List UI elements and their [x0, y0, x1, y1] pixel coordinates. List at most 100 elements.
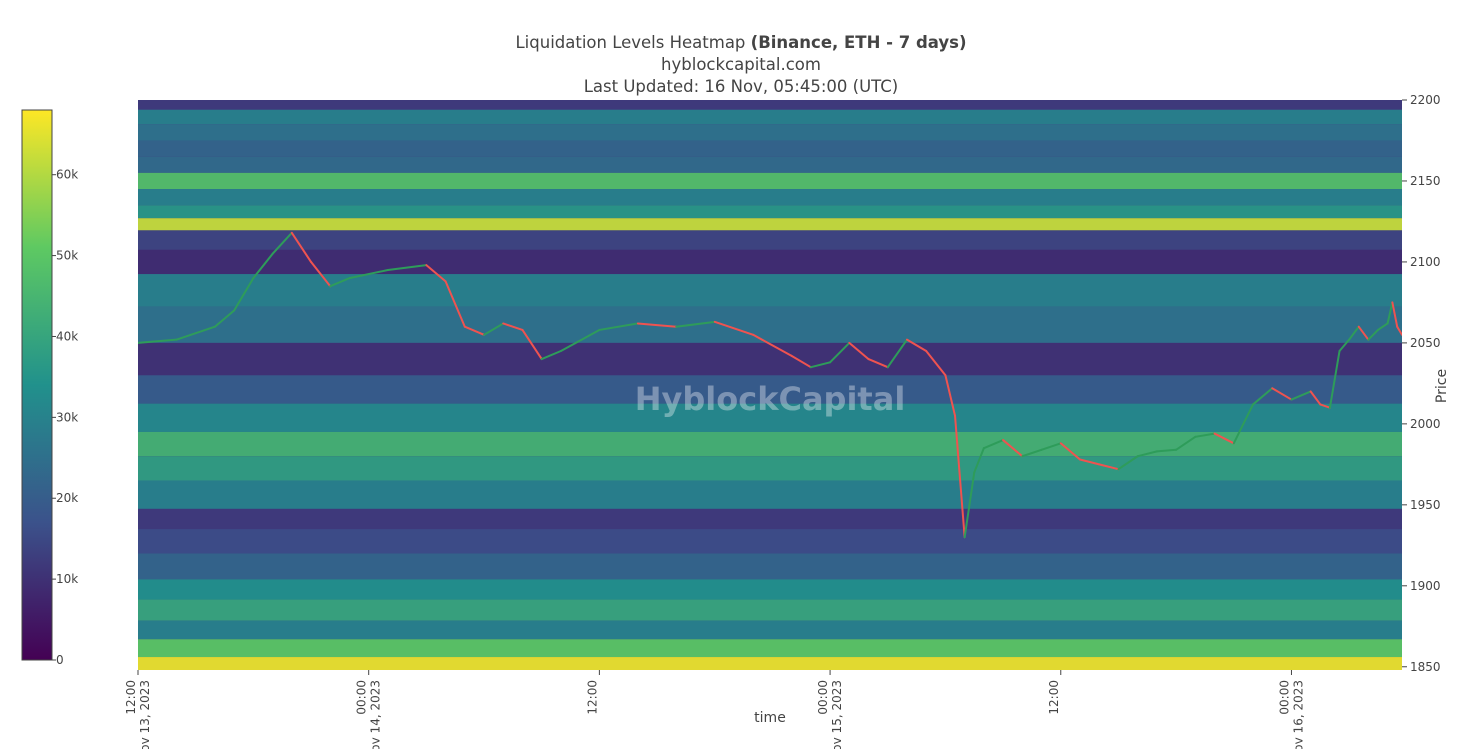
price-segment — [1391, 301, 1399, 328]
heatmap-band — [138, 529, 1402, 554]
price-segment — [1319, 403, 1331, 409]
price-segment — [463, 325, 486, 336]
price-segment — [559, 328, 601, 352]
price-segment — [1194, 432, 1216, 438]
chart-title: Liquidation Levels Heatmap (Binance, ETH… — [0, 32, 1482, 54]
price-segment — [1396, 325, 1402, 336]
y-tick-label: 1900 — [1410, 579, 1441, 593]
colorbar-tick-label: 10k — [56, 572, 78, 586]
heatmap-band — [138, 599, 1402, 621]
price-segment — [213, 309, 236, 328]
price-segment — [1338, 338, 1351, 352]
price-segment — [886, 338, 908, 369]
price-segment — [1376, 322, 1389, 331]
colorbar-tick-label: 60k — [56, 168, 78, 182]
chart-updated: Last Updated: 16 Nov, 05:45:00 (UTC) — [583, 77, 899, 96]
price-segment — [1117, 455, 1139, 471]
price-segment — [905, 338, 928, 352]
heatmap-band — [138, 639, 1402, 658]
y-tick-label: 2200 — [1410, 93, 1441, 107]
colorbar: 0 10k 20k 30k 40k 50k 60k — [21, 109, 78, 667]
y-axis-title: Price — [1434, 369, 1450, 403]
price-segment — [1078, 458, 1101, 466]
heatmap-band — [138, 100, 1402, 110]
price-segment — [138, 338, 178, 344]
price-segment — [598, 322, 639, 331]
price-segment — [1021, 448, 1043, 458]
price-segment — [444, 280, 466, 328]
price-segment — [386, 264, 428, 272]
heatmap-band — [138, 375, 1402, 404]
price-segment — [867, 358, 889, 369]
colorbar-tick-label: 40k — [56, 329, 78, 343]
price-segment — [636, 322, 678, 328]
price-segment — [1232, 403, 1255, 445]
price-segment — [1059, 442, 1081, 461]
colorbar-tick-label: 50k — [56, 249, 78, 263]
chart-title-bold: (Binance, ETH - 7 days) — [750, 33, 967, 52]
price-segment — [348, 269, 389, 280]
price-segment — [1213, 432, 1235, 445]
price-segment — [752, 333, 793, 357]
heatmap-band — [138, 230, 1402, 250]
x-tick-label-time: 00:00 — [355, 680, 369, 715]
price-segment — [1357, 325, 1370, 341]
heatmap-band — [138, 480, 1402, 509]
x-axis-title: time — [754, 710, 786, 726]
heatmap-band — [138, 274, 1402, 307]
price-segment — [1386, 301, 1394, 325]
colorbar-tick-label: 0 — [56, 653, 64, 667]
price-segment — [1175, 435, 1197, 451]
plot-area: HyblockCapital — [138, 100, 1402, 670]
heatmap-band — [138, 156, 1402, 173]
y-tick-label: 1850 — [1410, 660, 1441, 674]
price-segment — [521, 328, 543, 361]
price-segment — [713, 320, 755, 336]
x-tick-label-time: 00:00 — [816, 680, 830, 715]
price-segment — [809, 361, 832, 369]
price-segment — [1290, 390, 1312, 401]
price-segment — [925, 349, 947, 377]
price-segment — [1328, 349, 1341, 409]
price-segment — [483, 322, 505, 336]
x-tick-label-time: 12:00 — [1047, 680, 1061, 715]
heatmap-band — [138, 124, 1402, 141]
price-segment — [233, 277, 255, 312]
price-segment — [973, 447, 985, 474]
heatmap-band — [138, 140, 1402, 157]
colorbar-gradient — [21, 109, 53, 661]
heatmap-band — [138, 579, 1402, 600]
price-segment — [954, 414, 966, 539]
heatmap-band — [138, 205, 1402, 219]
price-segment — [540, 349, 562, 361]
chart-title-main: Liquidation Levels Heatmap — [515, 33, 751, 52]
price-segment — [329, 277, 351, 288]
price-segment — [1136, 450, 1158, 458]
x-tick-label-group: 12:00 Nov 13, 2023 — [124, 680, 152, 749]
y-tick-label: 1950 — [1410, 498, 1441, 512]
price-segment — [790, 354, 812, 369]
heatmap-band — [138, 189, 1402, 206]
x-tick-label-time: 00:00 — [1277, 680, 1291, 715]
price-segment — [175, 325, 216, 341]
colorbar-tick-label: 20k — [56, 491, 78, 505]
price-segment — [675, 320, 716, 328]
heatmap-band — [138, 109, 1402, 125]
y-tick-label: 2050 — [1410, 336, 1441, 350]
price-segment — [1348, 325, 1360, 341]
heatmap-band — [138, 403, 1402, 432]
price-segment — [1367, 328, 1379, 341]
price-segment — [290, 231, 313, 263]
chart-site: hyblockcapital.com — [661, 55, 821, 74]
chart-title-block: Liquidation Levels Heatmap (Binance, ETH… — [0, 32, 1482, 98]
price-segment — [1271, 387, 1293, 401]
price-segment — [271, 231, 293, 255]
price-segment — [502, 322, 524, 331]
heatmap-band — [138, 657, 1402, 670]
x-tick-label-time: 12:00 — [585, 680, 599, 715]
price-segment — [1155, 448, 1178, 453]
x-tick-label-date: Nov 15, 2023 — [830, 680, 844, 749]
x-tick-label-date: Nov 16, 2023 — [1291, 680, 1305, 749]
heatmap-band — [138, 249, 1402, 275]
